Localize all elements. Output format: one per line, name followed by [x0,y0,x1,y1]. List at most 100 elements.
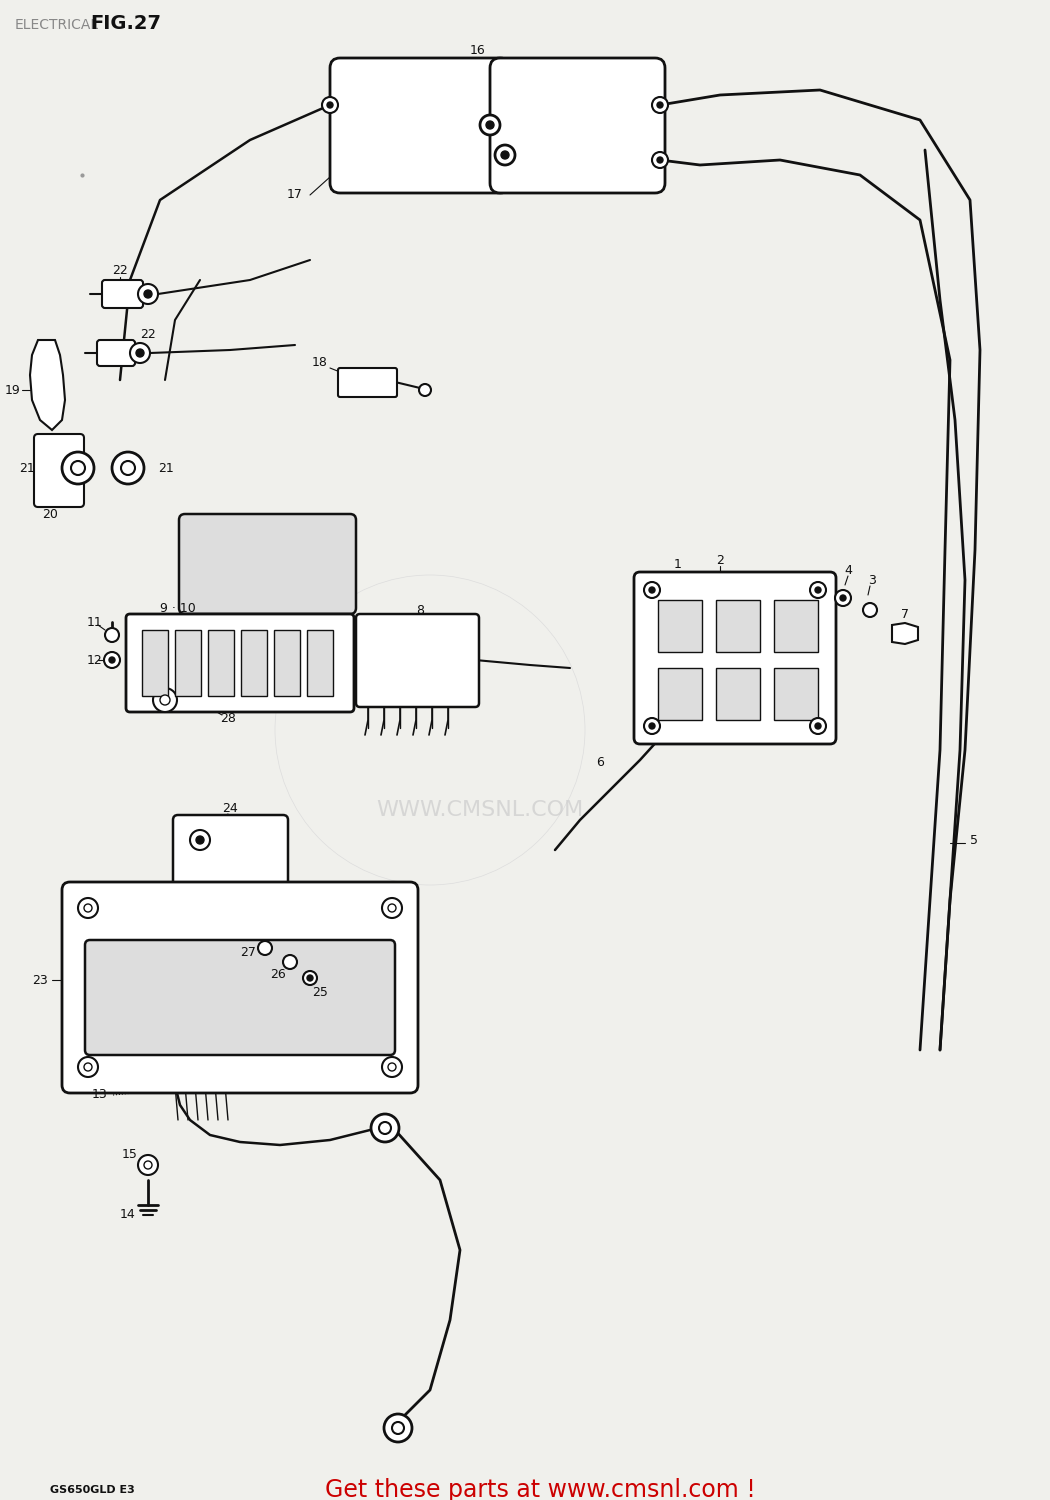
FancyBboxPatch shape [62,882,418,1094]
Text: 14: 14 [120,1209,135,1221]
Circle shape [153,688,177,712]
Bar [716,600,760,652]
FancyBboxPatch shape [97,340,135,366]
Bar [307,630,333,696]
Circle shape [78,1058,98,1077]
Circle shape [649,723,655,729]
Text: 20: 20 [42,509,58,522]
Circle shape [392,1422,404,1434]
Circle shape [71,460,85,476]
FancyBboxPatch shape [85,940,395,1054]
Text: 27: 27 [240,945,256,958]
Circle shape [371,1114,399,1142]
Circle shape [379,1122,391,1134]
Text: 2: 2 [716,554,723,567]
Circle shape [284,956,297,969]
Circle shape [840,596,846,602]
Text: GS650GLD E3: GS650GLD E3 [50,1485,134,1496]
Text: Get these parts at www.cmsnl.com !: Get these parts at www.cmsnl.com ! [324,1478,755,1500]
Text: 26: 26 [270,969,286,981]
Circle shape [105,628,119,642]
Circle shape [130,344,150,363]
Circle shape [84,1064,92,1071]
Circle shape [327,102,333,108]
Text: 24: 24 [223,801,238,814]
Text: 22: 22 [112,264,128,276]
Circle shape [863,603,877,616]
Text: 19: 19 [4,384,20,396]
Circle shape [384,1414,412,1442]
Text: WWW.CMSNL.COM: WWW.CMSNL.COM [376,800,584,820]
Circle shape [258,940,272,956]
Circle shape [644,582,660,598]
Bar [774,668,818,720]
FancyBboxPatch shape [173,815,288,890]
Bar [208,630,234,696]
Circle shape [388,904,396,912]
Text: 15: 15 [122,1149,138,1161]
Text: 25: 25 [312,986,328,999]
FancyBboxPatch shape [34,433,84,507]
Bar [658,668,702,720]
Circle shape [109,657,116,663]
Text: 9 · 10: 9 · 10 [160,602,196,615]
Text: 3: 3 [868,573,876,586]
Circle shape [815,586,821,592]
Circle shape [501,152,509,159]
Text: 18: 18 [312,357,328,369]
Text: 7: 7 [901,609,909,621]
FancyBboxPatch shape [126,614,354,712]
FancyBboxPatch shape [102,280,143,308]
Circle shape [382,898,402,918]
Circle shape [303,970,317,986]
FancyBboxPatch shape [338,368,397,398]
Bar [175,630,201,696]
Circle shape [486,122,494,129]
Circle shape [810,718,826,734]
Circle shape [657,102,663,108]
Circle shape [810,582,826,598]
FancyBboxPatch shape [330,58,510,194]
FancyBboxPatch shape [490,58,665,194]
Circle shape [138,284,158,304]
FancyBboxPatch shape [634,572,836,744]
Circle shape [121,460,135,476]
Text: 22: 22 [140,328,155,342]
Polygon shape [30,340,65,430]
Circle shape [62,452,94,484]
Circle shape [190,830,210,850]
Text: 11: 11 [87,615,103,628]
Text: 17: 17 [287,189,303,201]
Circle shape [138,1155,158,1174]
Text: 1: 1 [674,558,681,572]
Bar [274,630,300,696]
Polygon shape [892,622,918,644]
Text: 6: 6 [596,756,604,768]
Circle shape [78,898,98,918]
Circle shape [835,590,850,606]
FancyBboxPatch shape [356,614,479,706]
Text: 13: 13 [92,1089,108,1101]
Text: 28: 28 [220,711,236,724]
Circle shape [388,1064,396,1071]
Circle shape [495,146,514,165]
Text: 21: 21 [19,462,35,474]
Circle shape [652,152,668,168]
Text: 16: 16 [470,44,486,57]
Bar [242,630,267,696]
Circle shape [144,290,152,298]
Text: 12: 12 [87,654,103,666]
Circle shape [815,723,821,729]
Text: 23: 23 [33,974,48,987]
Circle shape [144,1161,152,1168]
Circle shape [136,350,144,357]
Circle shape [649,586,655,592]
Circle shape [160,694,170,705]
Circle shape [419,384,430,396]
Text: 21: 21 [158,462,173,474]
Circle shape [307,975,313,981]
Bar [658,600,702,652]
Text: FIG.27: FIG.27 [90,13,161,33]
Circle shape [84,904,92,912]
Text: 8: 8 [416,603,424,616]
